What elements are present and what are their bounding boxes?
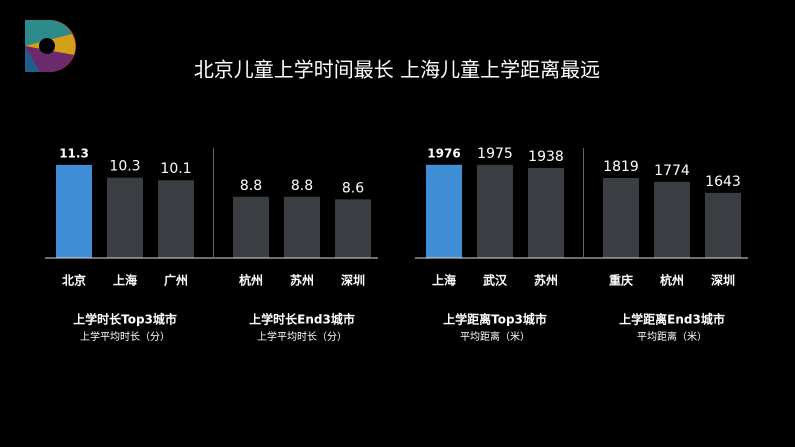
group-subtitle: 平均距离（米） — [460, 330, 530, 343]
bar — [705, 192, 741, 258]
group-title: 上学时长End3城市 — [249, 312, 355, 327]
value-label: 10.1 — [160, 161, 191, 177]
x-tick-label: 苏州 — [290, 273, 314, 288]
x-tick-label: 深圳 — [341, 273, 365, 288]
group-title: 上学距离Top3城市 — [443, 312, 547, 327]
x-tick-label: 杭州 — [660, 273, 684, 288]
x-tick-label: 北京 — [62, 273, 86, 288]
group-subtitle: 平均距离（米） — [637, 330, 707, 343]
x-tick-label: 苏州 — [534, 273, 558, 288]
value-label: 1819 — [603, 159, 639, 175]
x-tick-label: 广州 — [164, 273, 188, 288]
value-label: 8.8 — [240, 178, 262, 194]
x-tick-label: 上海 — [432, 273, 456, 288]
value-label: 1643 — [705, 174, 741, 190]
x-tick-label: 上海 — [113, 273, 137, 288]
bar — [528, 167, 564, 258]
bar — [477, 164, 513, 258]
x-tick-label: 重庆 — [609, 273, 633, 288]
value-label: 11.3 — [59, 146, 89, 160]
group-subtitle: 上学平均时长（分） — [257, 330, 347, 343]
x-tick-label: 杭州 — [239, 273, 263, 288]
x-tick-label: 武汉 — [483, 273, 508, 288]
bar — [233, 196, 269, 258]
group-subtitle: 上学平均时长（分） — [80, 330, 170, 343]
bar — [603, 178, 639, 258]
group-title: 上学距离End3城市 — [619, 312, 725, 327]
bar — [284, 196, 320, 258]
x-tick-label: 深圳 — [711, 273, 735, 288]
bar — [56, 164, 92, 258]
value-label: 8.8 — [291, 178, 313, 194]
value-label: 1976 — [427, 146, 460, 160]
bar — [426, 164, 462, 258]
value-label: 1975 — [477, 146, 513, 162]
group-title: 上学时长Top3城市 — [73, 312, 177, 327]
bar — [158, 180, 194, 258]
bar — [654, 181, 690, 258]
value-label: 8.6 — [342, 180, 364, 196]
chart-title: 北京儿童上学时间最长 上海儿童上学距离最远 — [194, 58, 600, 82]
value-label: 1774 — [654, 163, 690, 179]
value-label: 10.3 — [109, 159, 140, 175]
bar — [107, 177, 143, 258]
bar — [335, 199, 371, 258]
logo — [25, 20, 76, 72]
value-label: 1938 — [528, 149, 564, 165]
